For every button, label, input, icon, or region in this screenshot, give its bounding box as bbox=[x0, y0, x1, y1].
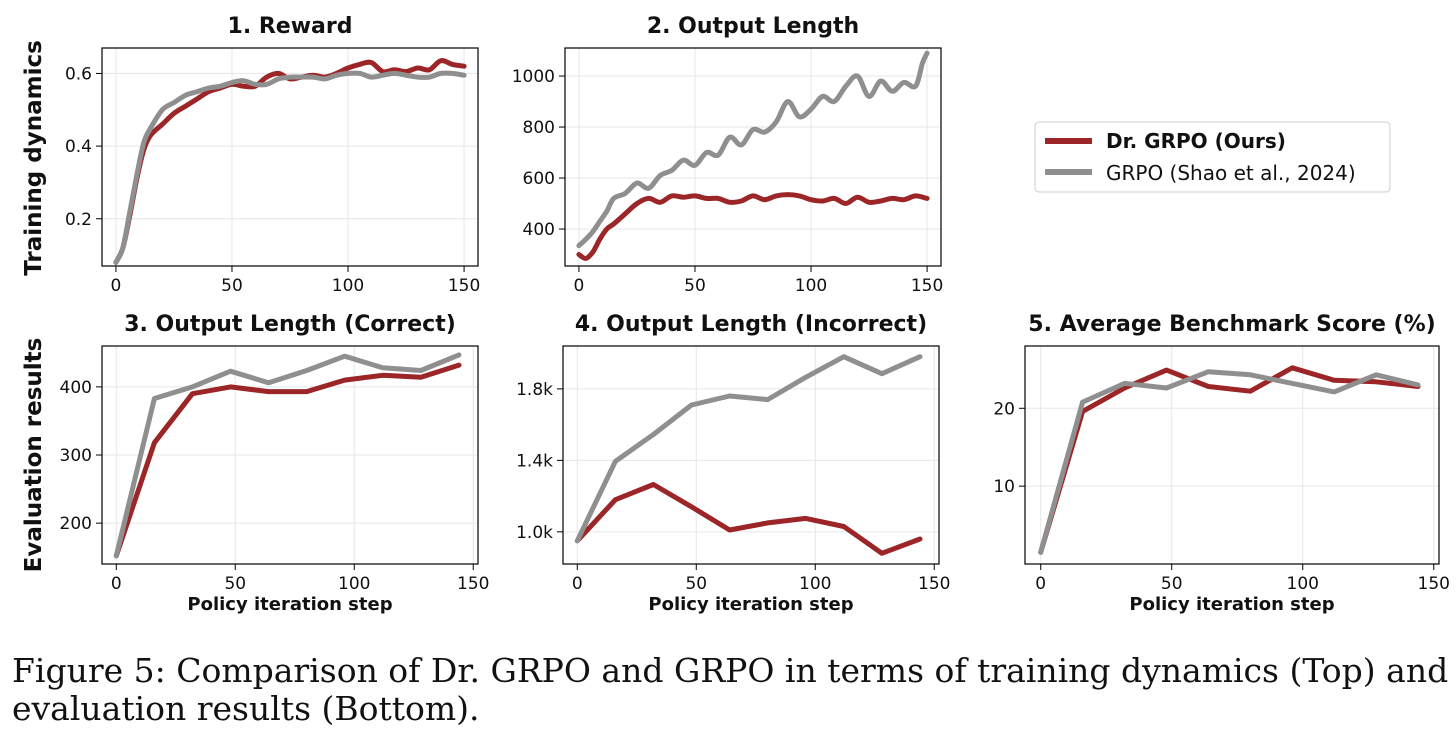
axes-frame bbox=[1024, 345, 1440, 565]
panel-4: 0 50 100 150 1.0k 1.4k 1.8k 4. Output Length (I… bbox=[516, 312, 950, 615]
x-tick-label: 100 bbox=[795, 276, 827, 296]
y-tick-label: 0.2 bbox=[65, 210, 92, 230]
x-tick-label: 0 bbox=[111, 276, 122, 296]
x-tick-label: 150 bbox=[1418, 574, 1450, 594]
panel-title: 2. Output Length bbox=[647, 14, 859, 39]
series-line-grpo bbox=[574, 354, 923, 544]
axes-frame bbox=[101, 47, 479, 267]
panel-1: 0 50 100 150 0.2 0.4 0.6 1. Reward bbox=[65, 14, 480, 296]
x-tick-label: 50 bbox=[684, 276, 706, 296]
legend-label-drgrpo: Dr. GRPO (Ours) bbox=[1106, 129, 1286, 153]
y-tick-label: 20 bbox=[993, 399, 1015, 419]
y-tick-label: 1.4k bbox=[516, 451, 553, 471]
x-axis-label: Policy iteration step bbox=[1129, 594, 1334, 615]
series-line-drgrpo bbox=[574, 482, 923, 556]
series-line-drgrpo bbox=[113, 58, 467, 265]
x-tick-label: 50 bbox=[685, 574, 707, 594]
y-tick-label: 600 bbox=[523, 169, 555, 189]
panel-title: 3. Output Length (Correct) bbox=[124, 312, 456, 337]
x-tick-label: 100 bbox=[1287, 574, 1319, 594]
y-tick-label: 1.8k bbox=[516, 380, 553, 400]
x-tick-label: 150 bbox=[457, 574, 489, 594]
x-tick-label: 150 bbox=[918, 574, 950, 594]
x-tick-label: 100 bbox=[799, 574, 831, 594]
series-line-drgrpo bbox=[113, 362, 462, 559]
x-axis-label: Policy iteration step bbox=[187, 594, 392, 615]
x-tick-label: 100 bbox=[338, 574, 370, 594]
panel-3: 0 50 100 150 200 300 400 3. Output Length (Corr… bbox=[60, 312, 490, 615]
y-tick-label: 1.0k bbox=[516, 523, 553, 543]
x-tick-label: 0 bbox=[111, 574, 122, 594]
x-tick-label: 150 bbox=[911, 276, 943, 296]
panel-title: 4. Output Length (Incorrect) bbox=[575, 312, 927, 337]
y-tick-label: 200 bbox=[60, 514, 92, 534]
series-line-grpo bbox=[1038, 369, 1421, 555]
axes-frame bbox=[562, 345, 940, 565]
panel-title: 1. Reward bbox=[228, 14, 353, 39]
legend-box bbox=[1034, 121, 1391, 193]
legend: Dr. GRPO (Ours) GRPO (Shao et al., 2024) bbox=[1034, 121, 1391, 193]
series-line-grpo bbox=[113, 352, 462, 559]
figure-caption: Figure 5: Comparison of Dr. GRPO and GRP… bbox=[12, 651, 1449, 728]
x-tick-label: 50 bbox=[1161, 574, 1183, 594]
x-tick-label: 50 bbox=[221, 276, 243, 296]
y-tick-label: 800 bbox=[523, 118, 555, 138]
row-label-evaluation: Evaluation results bbox=[21, 338, 47, 573]
legend-label-grpo: GRPO (Shao et al., 2024) bbox=[1106, 161, 1356, 185]
y-tick-label: 0.4 bbox=[65, 137, 92, 157]
series-line-drgrpo bbox=[576, 192, 930, 261]
axes-frame bbox=[564, 47, 942, 267]
x-tick-label: 100 bbox=[332, 276, 364, 296]
x-axis-label: Policy iteration step bbox=[648, 594, 853, 615]
x-tick-label: 0 bbox=[1035, 574, 1046, 594]
series-line-grpo bbox=[113, 70, 467, 265]
series-line-grpo bbox=[576, 50, 930, 249]
x-tick-label: 0 bbox=[572, 574, 583, 594]
x-tick-label: 50 bbox=[224, 574, 246, 594]
y-tick-label: 0.6 bbox=[65, 64, 92, 84]
y-tick-label: 400 bbox=[523, 220, 555, 240]
panel-title: 5. Average Benchmark Score (%) bbox=[1028, 312, 1435, 337]
y-tick-label: 400 bbox=[60, 378, 92, 398]
x-tick-label: 150 bbox=[448, 276, 480, 296]
panel-5: 0 50 100 150 10 20 5. Average Benchmark Score … bbox=[993, 312, 1450, 615]
row-label-training: Training dynamics bbox=[21, 40, 47, 276]
y-tick-label: 300 bbox=[60, 446, 92, 466]
x-tick-label: 0 bbox=[574, 276, 585, 296]
y-tick-label: 1000 bbox=[512, 67, 555, 87]
panel-2: 0 50 100 150 400 600 800 1000 2. Output Length bbox=[512, 14, 944, 296]
y-tick-label: 10 bbox=[993, 477, 1015, 497]
